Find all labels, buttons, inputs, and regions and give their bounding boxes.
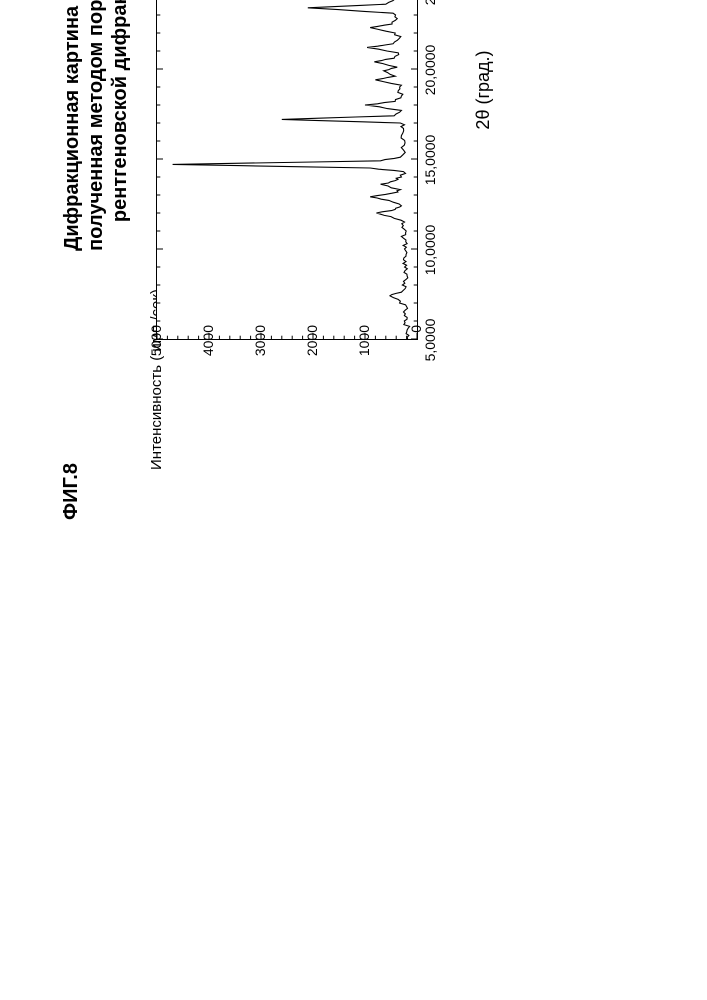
figure-header: ФИГ.8 Дифракционная картина Примера полу… xyxy=(60,0,132,520)
x-tick-label: 10,0000 xyxy=(422,225,438,276)
x-tick-label: 20,0000 xyxy=(422,45,438,96)
x-axis-label: 2θ (град.) xyxy=(473,0,494,400)
plot-svg xyxy=(157,0,417,339)
figure-label: ФИГ.8 xyxy=(60,463,83,520)
figure-title-line: полученная методом порошковой xyxy=(85,0,107,251)
y-tick-label: 5000 xyxy=(148,325,164,375)
xrd-chart: Интенсивность ( имп./сек) 2θ (град.) 010… xyxy=(146,0,486,400)
y-tick-label: 2000 xyxy=(304,325,320,375)
x-tick-label: 15,0000 xyxy=(422,135,438,186)
y-tick-label: 1000 xyxy=(356,325,372,375)
y-tick-label: 4000 xyxy=(200,325,216,375)
figure-title-line: рентгеновской дифракции 8 xyxy=(109,0,131,222)
page: 8/13 ФИГ.8 Дифракционная картина Примера… xyxy=(0,0,707,1000)
figure-8: ФИГ.8 Дифракционная картина Примера полу… xyxy=(60,0,490,520)
figure-title-line: Дифракционная картина Примера xyxy=(61,0,83,251)
x-tick-label: 25,0000 xyxy=(422,0,438,5)
figure-title: Дифракционная картина Примера полученная… xyxy=(60,0,132,443)
y-tick-label: 3000 xyxy=(252,325,268,375)
x-tick-label: 5,0000 xyxy=(422,319,438,362)
plot-area xyxy=(156,0,418,340)
